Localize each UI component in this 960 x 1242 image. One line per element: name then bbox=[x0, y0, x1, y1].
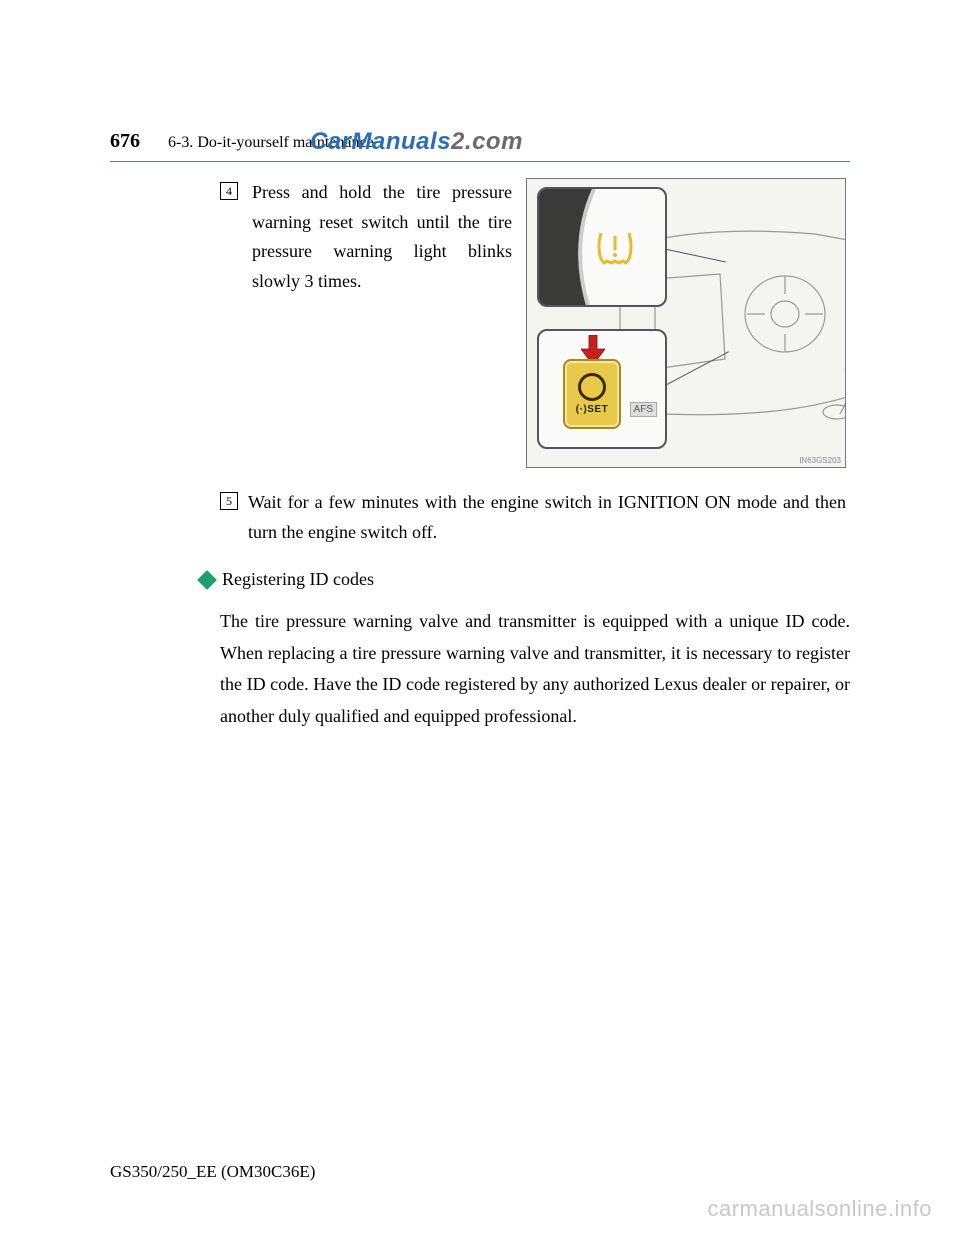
tpms-warning-icon bbox=[593, 225, 637, 269]
content-area: 4 Press and hold the tire pressure warni… bbox=[220, 178, 850, 732]
page-number: 676 bbox=[110, 130, 140, 153]
body-paragraph: The tire pressure warning valve and tran… bbox=[220, 606, 850, 732]
subheading-row: Registering ID codes bbox=[200, 569, 850, 590]
watermark-bottom: carmanualsonline.info bbox=[707, 1196, 932, 1222]
step-marker-4: 4 bbox=[220, 182, 238, 200]
step-4-text: Press and hold the tire pressure warning… bbox=[252, 178, 512, 297]
section-title: 6-3. Do-it-yourself maintenance bbox=[168, 134, 374, 152]
diamond-bullet-icon bbox=[197, 570, 217, 590]
tpms-figure: (·)SET AFS IN63GS203 bbox=[526, 178, 846, 468]
step-4: 4 Press and hold the tire pressure warni… bbox=[220, 178, 850, 468]
page-content: 676 6-3. Do-it-yourself maintenance 4 Pr… bbox=[110, 130, 850, 732]
subheading: Registering ID codes bbox=[222, 569, 374, 590]
footer-model-code: GS350/250_EE (OM30C36E) bbox=[110, 1162, 315, 1182]
figure-code: IN63GS203 bbox=[799, 456, 841, 465]
header-rule bbox=[110, 161, 850, 162]
step-5-text: Wait for a few minutes with the engine s… bbox=[248, 488, 846, 547]
set-button-label: (·)SET bbox=[576, 404, 608, 415]
step-marker-5: 5 bbox=[220, 492, 238, 510]
zoom-set-button: (·)SET AFS bbox=[537, 329, 667, 449]
page-header: 676 6-3. Do-it-yourself maintenance bbox=[110, 130, 850, 159]
afs-label: AFS bbox=[630, 402, 657, 417]
step-5: 5 Wait for a few minutes with the engine… bbox=[220, 488, 850, 547]
zoom-tpms-light bbox=[537, 187, 667, 307]
set-button-ring-icon bbox=[578, 373, 606, 401]
tpms-set-button: (·)SET bbox=[563, 359, 621, 429]
